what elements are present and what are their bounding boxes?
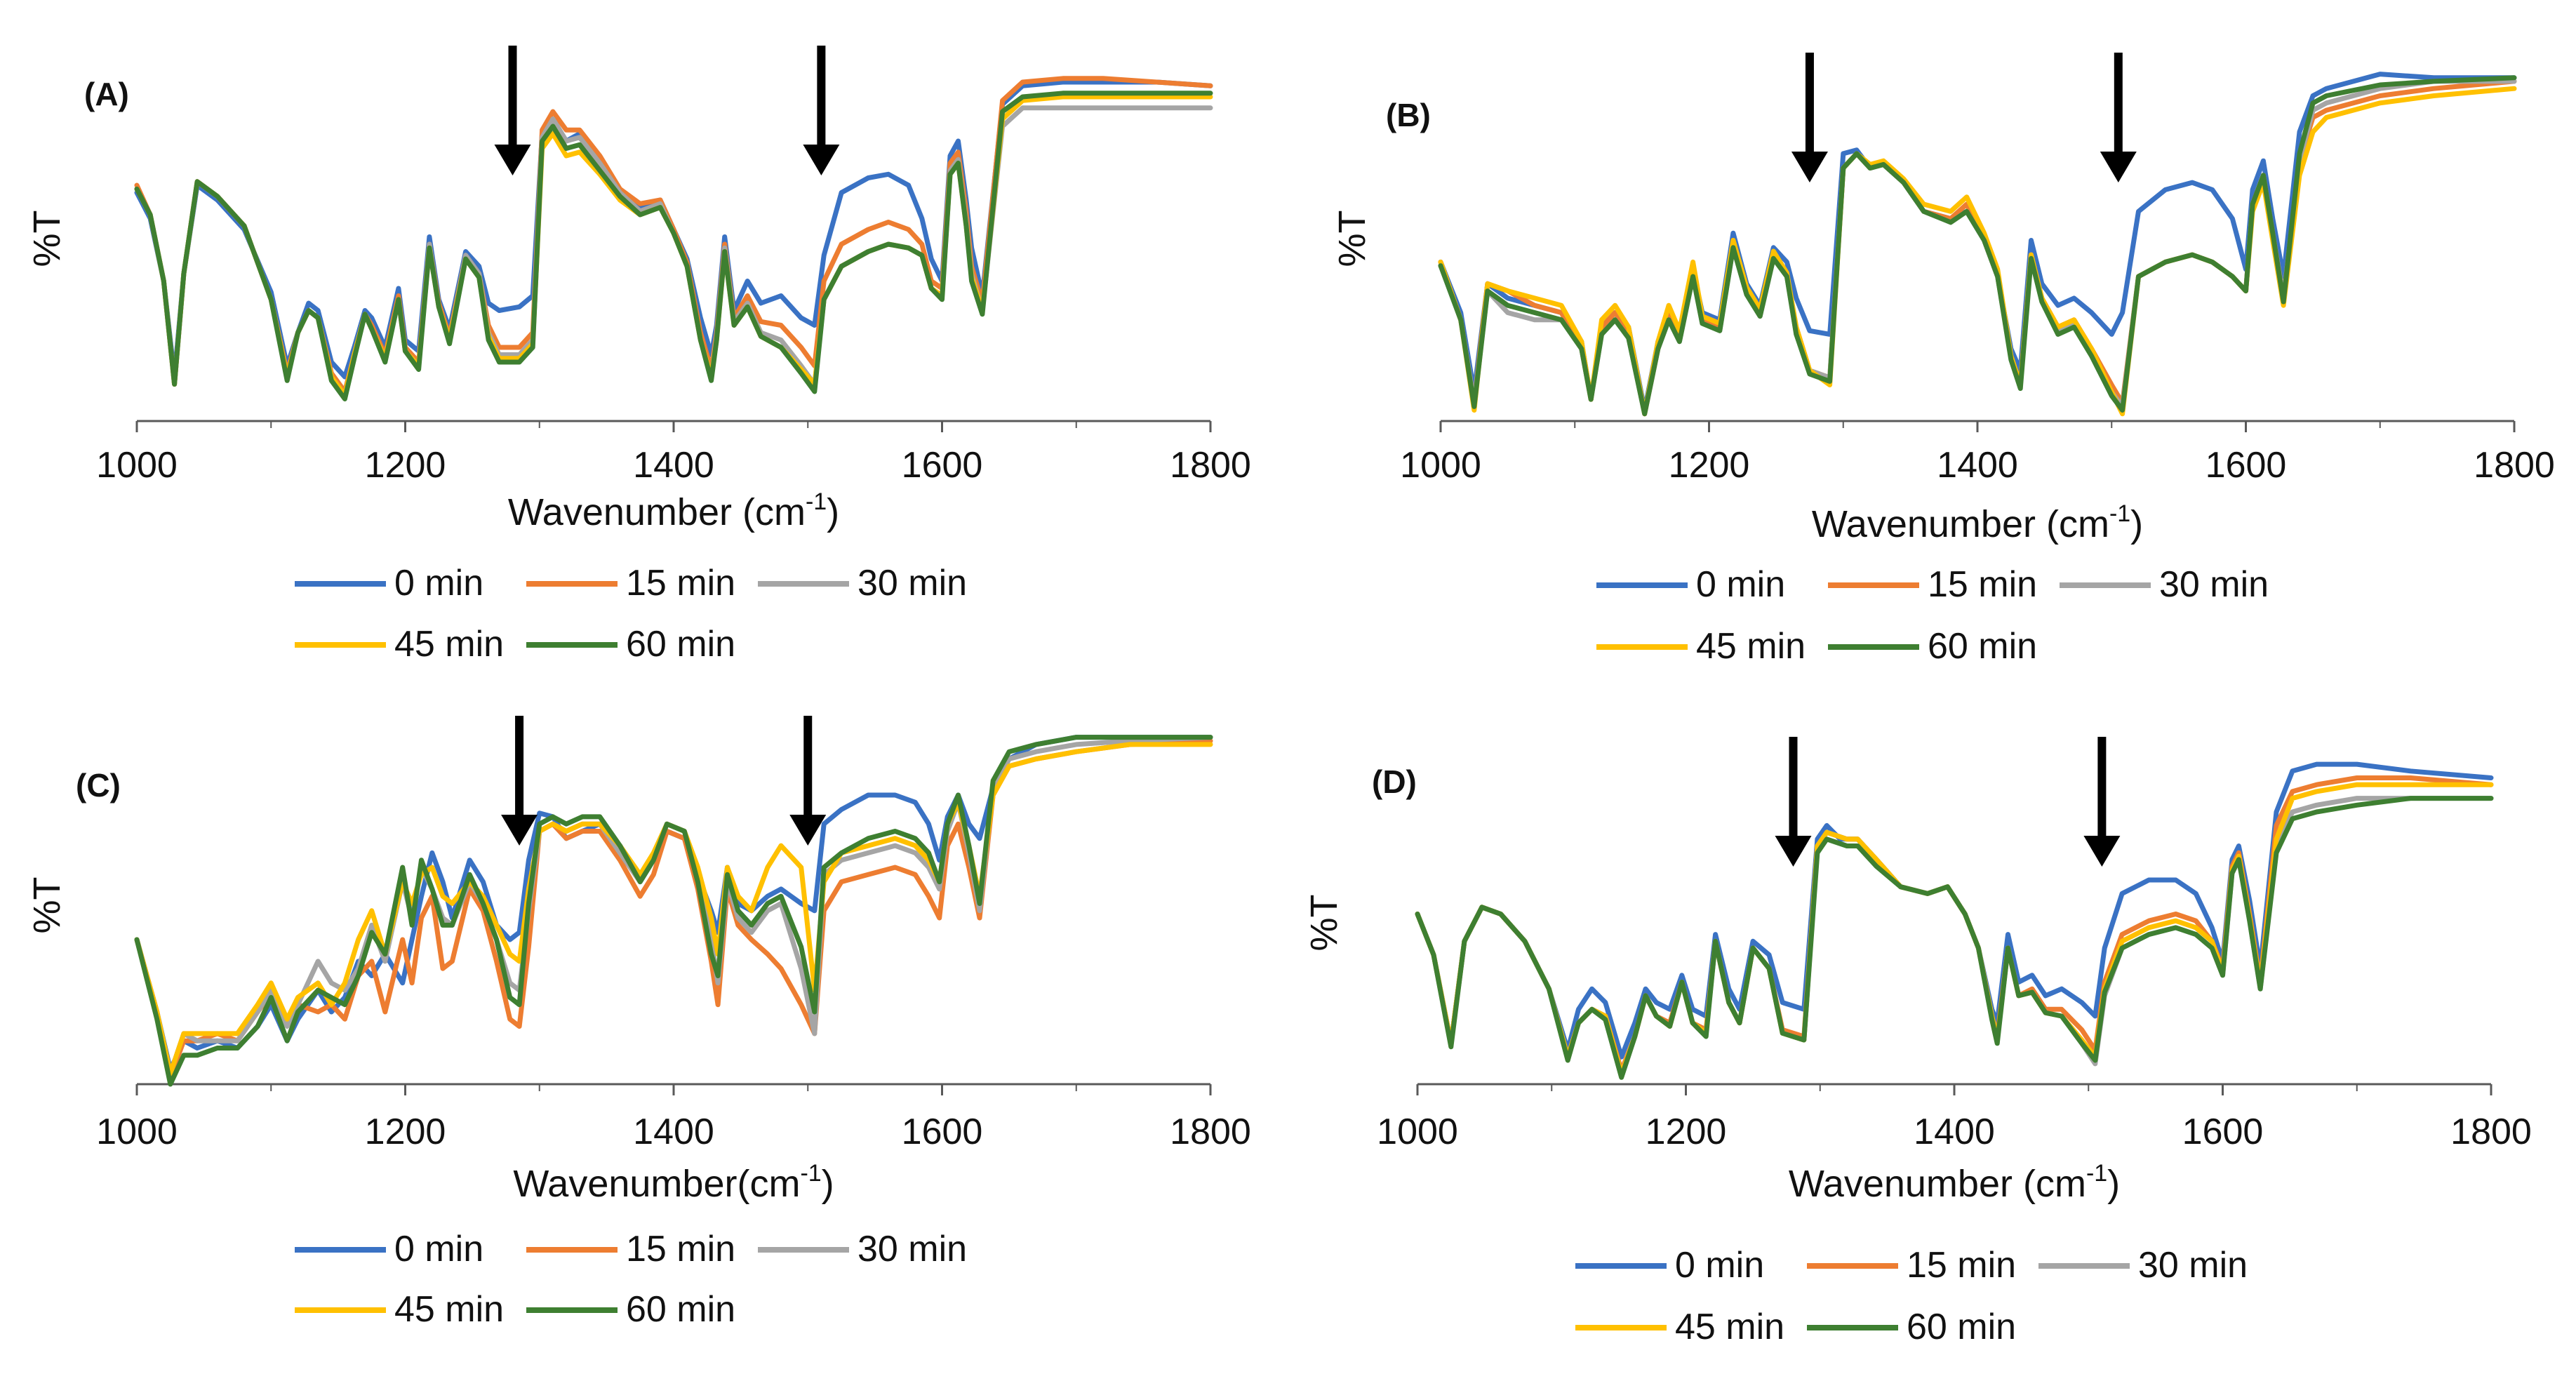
- down-arrow-head: [494, 145, 531, 175]
- x-tick-label: 1600: [902, 445, 983, 486]
- x-tick-label: 1600: [2205, 445, 2287, 486]
- legend-label: 0 min: [1675, 1245, 1764, 1286]
- down-arrow-head: [501, 815, 538, 846]
- x-axis-label: Wavenumber (cm-1): [1789, 1160, 2120, 1205]
- legend-label: 15 min: [626, 563, 735, 603]
- x-tick-label: 1000: [96, 1112, 178, 1152]
- legend-label: 30 min: [857, 563, 967, 603]
- series-line-45-min: [134, 94, 1213, 398]
- legend-label: 30 min: [857, 1229, 967, 1269]
- x-tick-label: 1200: [365, 1112, 446, 1152]
- down-arrow-head: [2083, 836, 2121, 867]
- panel-d: (D) %T 1000 1200 1400 1600 1800 Wavenumber (cm-…: [1303, 737, 2532, 1347]
- series-line-15-min: [1438, 79, 2517, 417]
- panel-label: (A): [84, 76, 129, 112]
- series-line-30-min: [1415, 796, 2494, 1076]
- x-tick-label: 1400: [1937, 445, 2018, 486]
- legend-label: 45 min: [394, 624, 504, 665]
- x-tick-label: 1800: [2474, 445, 2555, 486]
- x-tick-label: 1400: [633, 445, 714, 486]
- x-tick-label: 1000: [1400, 445, 1481, 486]
- y-axis-label: %T: [1303, 895, 1345, 952]
- x-axis-label: Wavenumber(cm-1): [513, 1160, 834, 1205]
- x-tick-label: 1600: [2182, 1112, 2264, 1152]
- x-tick-label: 1800: [1170, 1112, 1251, 1152]
- down-arrow-head: [2100, 152, 2137, 182]
- down-arrow-head: [803, 145, 840, 175]
- legend-label: 60 min: [1928, 626, 2037, 667]
- down-arrow-head: [789, 815, 827, 846]
- panel-label: (D): [1372, 763, 1417, 800]
- panel-label: (C): [76, 767, 121, 803]
- legend-label: 0 min: [1696, 564, 1785, 605]
- x-tick-label: 1800: [2450, 1112, 2532, 1152]
- x-tick-label: 1400: [1914, 1112, 1995, 1152]
- x-tick-label: 1200: [365, 445, 446, 486]
- legend-label: 45 min: [1675, 1307, 1784, 1347]
- down-arrow-head: [1791, 152, 1828, 182]
- series-line-30-min: [1438, 79, 2517, 417]
- series-line-60-min: [1438, 75, 2517, 417]
- legend-label: 60 min: [626, 1289, 735, 1330]
- legend-label: 15 min: [1928, 564, 2037, 605]
- panel-c: (C) %T 1000 1200 1400 1600 1800 Wavenumber(cm-1…: [26, 716, 1251, 1330]
- legend-label: 60 min: [626, 624, 735, 665]
- legend-label: 30 min: [2159, 564, 2269, 605]
- y-axis-label: %T: [26, 211, 68, 267]
- down-arrow-head: [1775, 836, 1812, 867]
- series-line-60-min: [134, 91, 1213, 401]
- series-line-60-min: [134, 735, 1213, 1087]
- x-tick-label: 1000: [96, 445, 178, 486]
- panel-label: (B): [1386, 97, 1431, 133]
- series-line-30-min: [134, 105, 1213, 398]
- legend-label: 0 min: [394, 563, 483, 603]
- series-line-60-min: [1415, 796, 2494, 1080]
- x-tick-label: 1200: [1646, 1112, 1727, 1152]
- legend-label: 0 min: [394, 1229, 483, 1269]
- legend-label: 15 min: [626, 1229, 735, 1269]
- x-tick-label: 1600: [902, 1112, 983, 1152]
- legend-label: 45 min: [394, 1289, 504, 1330]
- x-tick-label: 1000: [1377, 1112, 1458, 1152]
- y-axis-label: %T: [1331, 211, 1373, 267]
- legend-label: 60 min: [1907, 1307, 2016, 1347]
- series-line-45-min: [1438, 86, 2517, 417]
- x-tick-label: 1400: [633, 1112, 714, 1152]
- series-line-15-min: [134, 738, 1213, 1080]
- legend-label: 30 min: [2138, 1245, 2248, 1286]
- panel-b: (B) %T 1000 1200 1400 1600 1800 Wavenumber (cm-…: [1331, 53, 2555, 667]
- series-line-0-min: [134, 735, 1213, 1072]
- x-tick-label: 1200: [1669, 445, 1750, 486]
- series-line-0-min: [1438, 72, 2517, 413]
- y-axis-label: %T: [26, 877, 68, 934]
- panel-a: (A) %T 1000 1200 1400 1600 1800 Wavenumber (cm-…: [26, 46, 1251, 665]
- x-axis-label: Wavenumber (cm-1): [508, 488, 839, 533]
- legend-label: 15 min: [1907, 1245, 2016, 1286]
- x-tick-label: 1800: [1170, 445, 1251, 486]
- x-axis-label: Wavenumber (cm-1): [1812, 500, 2143, 545]
- legend-label: 45 min: [1696, 626, 1806, 667]
